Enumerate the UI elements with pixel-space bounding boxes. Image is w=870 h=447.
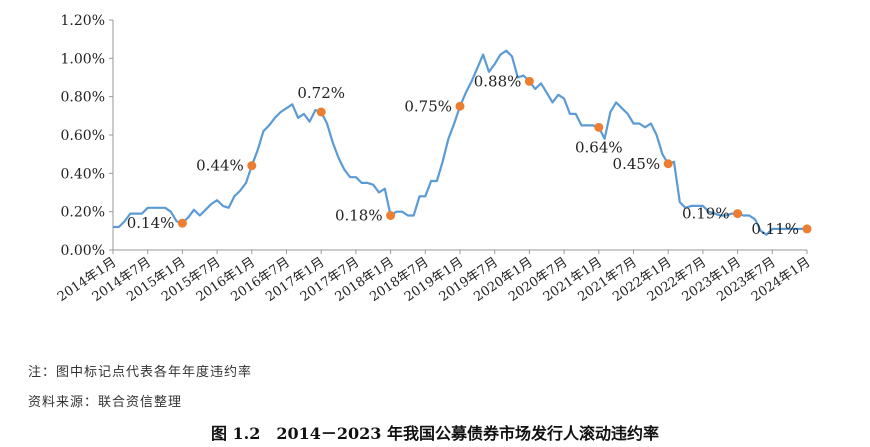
x-axis: 2014年1月2014年7月2015年1月2015年7月2016年1月2016年… xyxy=(55,249,813,305)
annual-default-marker xyxy=(316,107,326,117)
figure-caption: 图 1.2 2014－2023 年我国公募债券市场发行人滚动违约率 xyxy=(210,424,660,443)
y-tick-label: 0.40% xyxy=(61,166,105,182)
annual-default-marker xyxy=(594,122,604,132)
marker-group xyxy=(177,76,812,234)
annual-default-marker xyxy=(177,218,187,228)
annual-default-marker xyxy=(524,76,534,86)
annual-default-marker xyxy=(802,224,812,234)
annual-default-marker xyxy=(663,159,673,169)
data-label: 0.72% xyxy=(297,84,345,102)
data-label: 0.14% xyxy=(127,214,175,232)
data-label: 0.64% xyxy=(575,138,623,156)
data-label: 0.18% xyxy=(335,207,383,225)
annual-default-marker xyxy=(247,161,257,171)
y-tick-label: 1.20% xyxy=(61,13,105,29)
annual-default-marker xyxy=(386,211,396,220)
y-tick-label: 0.60% xyxy=(61,128,105,144)
annual-default-marker xyxy=(733,209,743,219)
line-chart: 0.00% 0.20% 0.40% 0.60% 0.80% 1.00% 1.20% 2014… xyxy=(55,13,813,305)
y-tick-label: 1.00% xyxy=(61,51,105,67)
data-label: 0.19% xyxy=(682,205,730,223)
chart-note: 注：图中标记点代表各年年度违约率 xyxy=(28,365,253,380)
y-tick-label: 0.80% xyxy=(61,90,105,106)
y-axis: 0.00% 0.20% 0.40% 0.60% 0.80% 1.00% 1.20% xyxy=(61,13,114,259)
annual-default-marker xyxy=(455,101,465,111)
data-label-group: 0.14% 0.44% 0.72% 0.18% 0.75% 0.88% 0.64%0.45%… xyxy=(127,72,799,238)
data-label: 0.88% xyxy=(474,72,522,90)
data-label: 0.45% xyxy=(613,155,661,173)
data-label: 0.44% xyxy=(196,157,244,175)
data-label: 0.11% xyxy=(751,220,799,238)
data-label: 0.75% xyxy=(404,97,452,115)
y-tick-label: 0.20% xyxy=(61,205,105,221)
y-tick-label: 0.00% xyxy=(61,243,105,259)
chart-source: 资料来源：联合资信整理 xyxy=(28,395,183,410)
